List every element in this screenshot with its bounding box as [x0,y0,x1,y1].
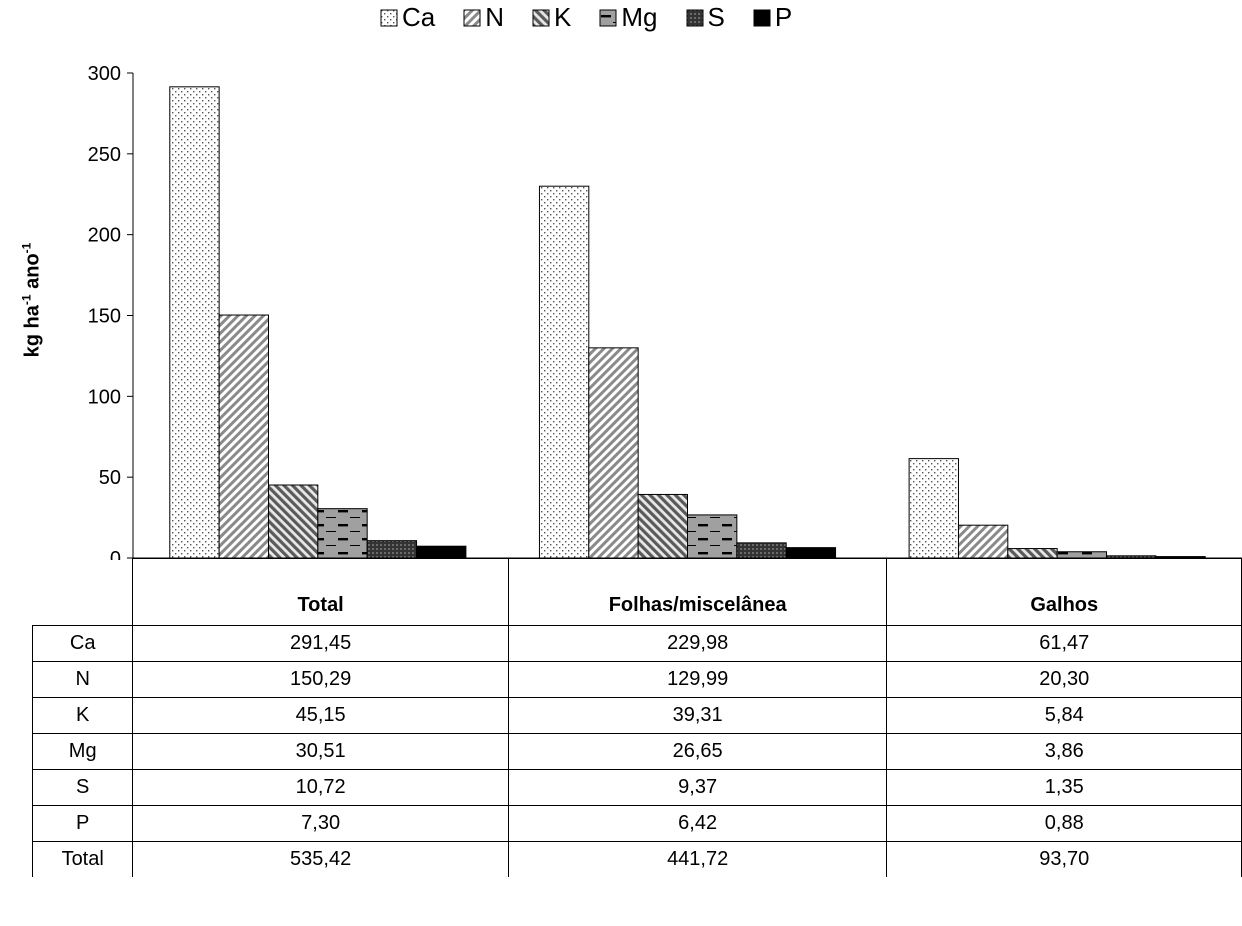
bar-s [366,540,418,559]
legend-item: P [753,2,792,33]
bar-k [637,493,688,559]
table-cell: 291,45 [132,625,509,662]
table-row: Ca 291,45 229,98 61,47 [31,625,1242,662]
table-row: N 150,29 129,99 20,30 [31,661,1242,698]
table-cell: 150,29 [132,661,509,698]
y-axis-label: kg ha-1 ano-1 [19,242,44,358]
legend-swatch [753,9,771,26]
table-cell: 61,47 [886,625,1242,662]
y-tick-label: 50 [99,467,121,489]
table-cell: 535,42 [132,841,509,877]
legend-swatch [599,9,617,26]
legend-label: Ca [402,2,436,32]
y-tick-label: 100 [88,386,121,408]
table-cell: 6,42 [507,805,888,842]
row-label: N [31,661,134,698]
table-row: Mg 30,51 26,65 3,86 [31,733,1242,770]
bar-n [218,314,269,559]
legend-item: Ca [380,2,435,33]
legend-label: P [774,2,793,32]
bars [169,86,1206,559]
table-cell: 9,37 [507,769,888,806]
table-row: S 10,72 9,37 1,35 [31,769,1242,806]
bar-ca [538,185,590,559]
row-label: Mg [31,733,134,770]
table-cell: 5,84 [886,697,1242,734]
legend-item: Mg [599,2,658,33]
legend-label: S [707,2,725,32]
legend-swatch [532,9,550,26]
legend-swatch [686,9,703,26]
table-cell: 93,70 [886,841,1242,877]
legend-label: K [554,2,572,32]
table-cell: 10,72 [132,769,509,806]
table-row: P 7,30 6,42 0,88 [31,805,1242,842]
y-tick-label: 300 [88,63,121,85]
bar-p [785,547,837,559]
bar-k [1007,548,1058,559]
table-cell: 30,51 [132,733,509,770]
bar-chart: 0 50 100 150 200 250 300 [88,63,1242,560]
bar-mg [317,508,368,559]
legend: Ca N K Mg S P [380,2,792,33]
legend-item: N [463,2,504,33]
table-cell: 1,35 [886,769,1242,806]
table-corner [32,558,134,626]
bar-p [416,545,467,559]
legend-swatch [380,9,398,26]
data-table: Total Folhas/miscelânea Galhos Ca 291,45 2… [31,558,1242,877]
table-row: K 45,15 39,31 5,84 [31,697,1242,734]
table-header: Galhos [886,558,1242,626]
row-label: S [31,769,134,806]
bar-p [1155,556,1206,559]
legend-swatch [463,9,481,26]
table-cell: 129,99 [507,661,888,698]
table-header: Total [132,558,509,626]
y-tick-label: 200 [88,225,121,247]
table-cell: 20,30 [886,661,1242,698]
table-header-row: Total Folhas/miscelânea Galhos [32,558,1242,626]
bar-mg [687,514,738,559]
row-label: Ca [31,625,134,662]
table-cell: 26,65 [507,733,888,770]
y-tick-label: 150 [88,306,121,328]
bar-ca [169,86,220,559]
legend-label: Mg [621,2,658,32]
table-header: Folhas/miscelânea [507,558,888,626]
bar-mg [1056,551,1108,559]
table-row: Total 535,42 441,72 93,70 [31,841,1242,877]
table-cell: 0,88 [886,805,1242,842]
table-cell: 45,15 [132,697,509,734]
y-tick-label: 250 [88,144,121,166]
table-cell: 39,31 [507,697,888,734]
legend-item: K [532,2,571,33]
bar-ca [908,458,959,559]
bar-s [736,542,787,559]
legend-label: N [485,2,505,32]
bar-n [588,347,639,559]
table-cell: 3,86 [886,733,1242,770]
row-label: K [31,697,134,734]
table-cell: 441,72 [507,841,888,877]
row-label: P [31,805,134,842]
bar-n [957,524,1009,559]
table-cell: 7,30 [132,805,509,842]
legend-item: S [686,2,725,33]
y-tick-label: 0 [110,548,121,560]
bar-k [267,484,319,559]
row-label: Total [31,841,134,877]
table-cell: 229,98 [507,625,888,662]
